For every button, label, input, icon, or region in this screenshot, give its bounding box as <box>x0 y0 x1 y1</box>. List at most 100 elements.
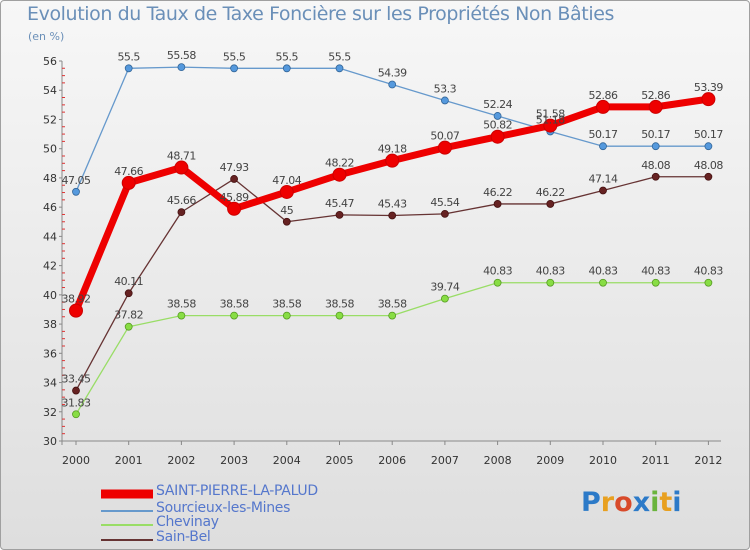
legend-label-2: Chevinay <box>156 514 219 530</box>
legend-swatch-0 <box>101 489 153 499</box>
data-label-0-10: 52.86 <box>589 89 618 102</box>
data-point-2-7 <box>440 294 449 303</box>
data-label-2-10: 40.83 <box>589 265 618 278</box>
x-tick-label: 2003 <box>220 454 248 467</box>
x-tick-label: 2009 <box>536 454 564 467</box>
y-tick-label: 36 <box>43 347 57 360</box>
x-tick-label: 2010 <box>589 454 617 467</box>
data-point-3-12 <box>704 172 713 181</box>
data-label-1-9: 51.18 <box>536 113 565 126</box>
y-tick-label: 52 <box>43 113 57 126</box>
data-point-3-10 <box>599 186 607 195</box>
data-label-2-1: 37.82 <box>114 309 143 322</box>
data-point-2-6 <box>388 311 397 320</box>
data-point-0-5 <box>332 167 347 182</box>
data-point-1-10 <box>599 142 607 151</box>
data-point-1-0 <box>72 187 80 196</box>
data-label-1-2: 55.58 <box>167 49 196 62</box>
data-label-1-3: 55.5 <box>223 50 246 63</box>
logo-letter: i <box>672 487 682 518</box>
data-label-3-11: 48.08 <box>641 159 670 172</box>
data-label-3-0: 33.45 <box>62 373 91 386</box>
data-point-2-4 <box>282 311 291 320</box>
data-point-1-3 <box>230 64 239 73</box>
data-label-3-4: 45 <box>280 204 293 217</box>
data-label-3-12: 48.08 <box>694 159 723 172</box>
data-label-2-8: 40.83 <box>483 265 512 278</box>
data-label-0-8: 50.82 <box>483 119 512 132</box>
data-label-0-5: 48.22 <box>325 157 354 170</box>
axes: 30 32 34 36 38 40 42 44 46 48 50 52 54 56 2000 2001 2002… <box>43 55 722 467</box>
data-label-0-1: 47.66 <box>114 165 143 178</box>
data-label-1-5: 55.5 <box>328 50 351 63</box>
data-label-0-7: 50.07 <box>430 130 459 143</box>
data-label-0-6: 49.18 <box>378 143 407 156</box>
data-label-1-11: 50.17 <box>641 128 670 141</box>
data-label-3-3: 47.93 <box>220 161 249 174</box>
data-point-3-3 <box>230 175 239 183</box>
y-tick-label: 42 <box>43 260 57 273</box>
data-label-1-4: 55.5 <box>276 50 299 63</box>
data-label-1-6: 54.39 <box>378 67 407 80</box>
data-label-2-9: 40.83 <box>536 265 565 278</box>
data-point-3-6 <box>388 211 397 220</box>
y-tick-label: 34 <box>43 377 57 390</box>
data-point-0-8 <box>490 129 505 144</box>
x-tick-label: 2006 <box>378 454 406 467</box>
data-label-2-11: 40.83 <box>641 265 670 278</box>
data-label-1-1: 55.5 <box>117 50 140 63</box>
data-point-1-11 <box>651 142 660 151</box>
x-tick-label: 2008 <box>484 454 512 467</box>
data-point-1-12 <box>704 142 713 151</box>
y-tick-label: 56 <box>43 55 57 68</box>
y-tick-label: 32 <box>43 406 57 419</box>
series-2 <box>72 278 713 419</box>
data-label-3-9: 46.22 <box>536 186 565 199</box>
data-point-1-6 <box>388 80 397 89</box>
series-3 <box>72 172 713 395</box>
data-point-2-5 <box>335 311 344 320</box>
data-point-0-3 <box>227 201 242 216</box>
y-tick-label: 48 <box>43 172 57 185</box>
data-point-1-2 <box>177 63 186 72</box>
data-point-0-1 <box>121 175 136 190</box>
series-0 <box>69 92 716 318</box>
data-point-1-1 <box>124 64 133 73</box>
x-tick-label: 2001 <box>115 454 143 467</box>
data-point-0-10 <box>596 99 610 114</box>
data-label-2-4: 38.58 <box>272 298 301 311</box>
data-label-0-9: 51.58 <box>536 108 565 121</box>
logo-letter: r <box>600 487 615 518</box>
data-point-2-12 <box>704 278 713 287</box>
data-label-2-5: 38.58 <box>325 298 354 311</box>
data-point-3-4 <box>282 217 291 226</box>
legend-swatch-2 <box>101 524 153 526</box>
y-tick-label: 40 <box>43 289 57 302</box>
data-point-3-0 <box>72 386 80 395</box>
data-label-1-0: 47.05 <box>62 174 91 187</box>
data-label-0-0: 38.92 <box>62 293 91 306</box>
data-label-3-10: 47.14 <box>589 172 618 185</box>
data-label-2-7: 39.74 <box>430 281 459 294</box>
data-point-3-5 <box>335 210 344 219</box>
y-tick-label: 46 <box>43 201 57 214</box>
series-layer: 38.92 47.66 48.71 45.89 47.04 48.22 49.18 50.07… <box>62 49 724 419</box>
data-point-0-12 <box>701 92 716 107</box>
x-tick-label: 2007 <box>431 454 459 467</box>
data-point-3-7 <box>440 209 449 218</box>
data-label-1-10: 50.17 <box>589 128 618 141</box>
x-tick-label: 2012 <box>694 454 722 467</box>
y-tick-label: 54 <box>43 84 57 97</box>
data-point-2-10 <box>599 278 607 287</box>
data-label-3-6: 45.43 <box>378 197 407 210</box>
data-point-0-2 <box>174 160 189 175</box>
logo-letter: i <box>650 487 660 518</box>
y-tick-label: 44 <box>43 230 57 243</box>
data-point-3-8 <box>493 200 502 208</box>
data-point-2-1 <box>124 322 133 331</box>
data-label-2-2: 38.58 <box>167 298 196 311</box>
data-point-0-7 <box>437 140 452 155</box>
data-label-0-11: 52.86 <box>641 89 670 102</box>
